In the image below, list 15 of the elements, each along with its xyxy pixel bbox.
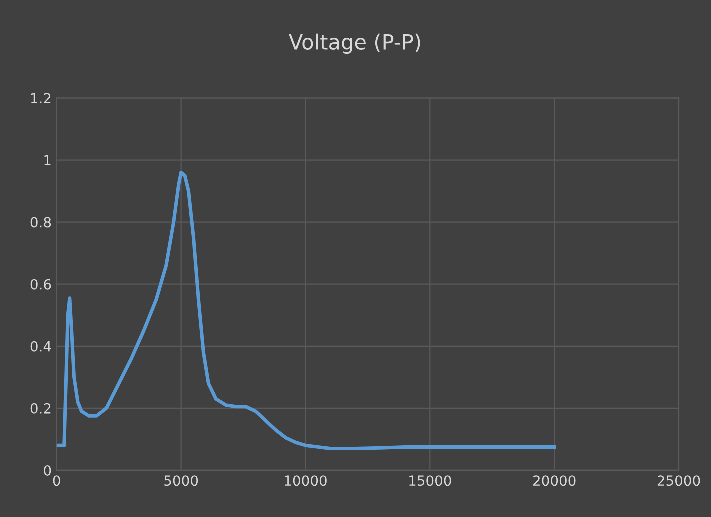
y-tick-label: 1.2 [31,93,51,104]
x-tick-label: 0 [53,476,60,486]
x-tick-label: 5000 [164,476,198,486]
x-tick-label: 10000 [285,476,327,486]
y-tick-label: 0.2 [30,403,51,414]
line-series [56,170,556,450]
chart-title: Voltage (P-P) [289,34,420,54]
x-tick-label: 25000 [658,476,700,486]
y-tick-label: 0.6 [30,279,52,290]
y-tick-label: 0 [44,465,52,476]
y-tick-label: 1 [44,155,51,166]
x-tick-label: 20000 [534,476,576,486]
x-tick-label: 15000 [410,476,452,486]
y-tick-label: 0.8 [30,217,52,228]
y-tick-label: 0.4 [30,341,52,352]
